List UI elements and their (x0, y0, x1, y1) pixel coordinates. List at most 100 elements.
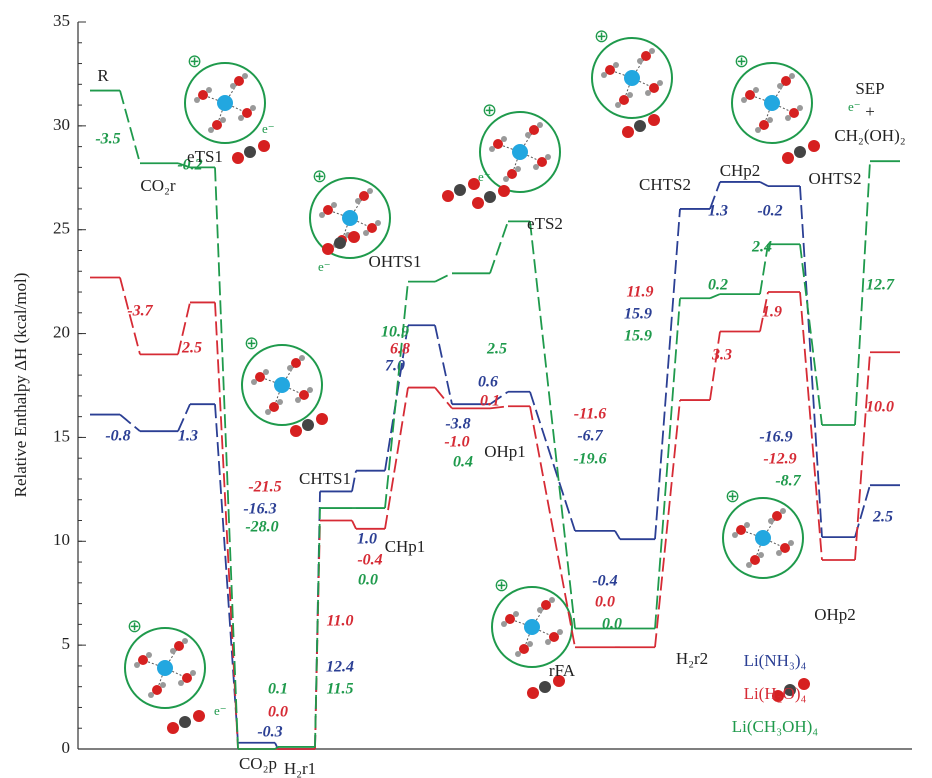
change-label: -3.8 (445, 416, 470, 433)
connector (655, 400, 680, 647)
stage-label: CHTS1 (299, 469, 351, 488)
change-label: 0.2 (708, 277, 728, 294)
h-atom (307, 387, 313, 393)
legend-label: Li(H₂O)₄ (744, 684, 807, 703)
change-label: 2.4 (751, 239, 772, 256)
h-atom (287, 365, 293, 371)
o-atom (442, 190, 454, 202)
h-atom (319, 212, 325, 218)
change-label: 0.0 (358, 572, 378, 589)
o-atom (316, 413, 328, 425)
h-atom (537, 607, 543, 613)
o-atom (167, 722, 179, 734)
change-label: 15.9 (624, 328, 652, 345)
product-annotation: CH₂(OH)₂ (834, 126, 905, 145)
h-atom (375, 220, 381, 226)
h-atom (549, 597, 555, 603)
stage-label: CHp1 (385, 537, 426, 556)
li-atom (755, 530, 771, 546)
stage-label: CHp2 (720, 161, 761, 180)
y-tick-label: 5 (62, 634, 71, 653)
change-label: -0.4 (357, 552, 382, 569)
connector (655, 298, 680, 628)
o-atom (472, 197, 484, 209)
li-atom (157, 660, 173, 676)
h-atom (148, 692, 154, 698)
h-atom (160, 682, 166, 688)
h-atom (190, 670, 196, 676)
change-label: 10.0 (866, 399, 894, 416)
electron-label: e⁻ (848, 99, 861, 114)
change-label: -6.7 (577, 428, 603, 445)
change-label: -16.9 (759, 429, 792, 446)
y-tick-label: 30 (53, 115, 70, 134)
o-atom (258, 140, 270, 152)
h-atom (788, 540, 794, 546)
connector (530, 392, 575, 531)
change-label: 10.9 (381, 324, 409, 341)
o-atom (498, 185, 510, 197)
h-atom (627, 92, 633, 98)
li-atom (764, 95, 780, 111)
stage-label: H₂r1 (284, 759, 316, 778)
stage-label: eTS2 (527, 214, 563, 233)
change-label: -21.5 (248, 479, 281, 496)
y-axis-title: Relative Enthalpy ΔH (kcal/mol) (11, 273, 30, 498)
h-atom (645, 90, 651, 96)
charge-sign: ⊕ (725, 486, 740, 506)
h-atom (768, 518, 774, 524)
li-atom (217, 95, 233, 111)
li-atom (274, 377, 290, 393)
h-atom (251, 379, 257, 385)
change-label: -3.5 (95, 131, 120, 148)
h-atom (637, 58, 643, 64)
change-label: 11.0 (326, 613, 353, 630)
li-atom (624, 70, 640, 86)
electron-label: e⁻ (478, 169, 491, 184)
chart: Relative Enthalpy ΔH (kcal/mol) 05101520… (0, 0, 932, 778)
h-atom (753, 87, 759, 93)
change-label: -0.2 (757, 203, 782, 220)
charge-sign: ⊕ (244, 333, 259, 353)
connector (655, 209, 680, 539)
change-label: 15.9 (624, 306, 652, 323)
charge-sign: ⊕ (594, 26, 609, 46)
h-atom (489, 146, 495, 152)
o-atom (527, 687, 539, 699)
stage-label: eTS1 (187, 147, 223, 166)
y-tick-label: 10 (53, 530, 70, 549)
h-atom (238, 115, 244, 121)
connector (710, 294, 720, 298)
c-atom (634, 120, 646, 132)
h-atom (182, 638, 188, 644)
h-atom (220, 117, 226, 123)
connector (800, 186, 822, 537)
h-atom (613, 62, 619, 68)
o-atom (808, 140, 820, 152)
connector (315, 508, 320, 747)
h-atom (250, 105, 256, 111)
connector (710, 331, 720, 400)
legend-label: Li(CH₃OH)₄ (732, 717, 819, 736)
legend-label: Li(NH₃)₄ (744, 651, 807, 670)
h-atom (789, 73, 795, 79)
connector (530, 221, 575, 628)
c-atom (539, 681, 551, 693)
change-label: 0.6 (478, 374, 498, 391)
h-atom (545, 154, 551, 160)
h-atom (263, 369, 269, 375)
h-atom (208, 127, 214, 133)
change-label: 2.5 (181, 340, 202, 357)
c-atom (484, 191, 496, 203)
electron-label: e⁻ (318, 259, 331, 274)
change-label: -19.6 (573, 451, 606, 468)
h-atom (758, 552, 764, 558)
change-label: -12.9 (763, 451, 796, 468)
c-atom (302, 419, 314, 431)
h-atom (797, 105, 803, 111)
change-label: 11.5 (326, 681, 353, 698)
h-atom (178, 680, 184, 686)
o-atom (322, 243, 334, 255)
o-atom (232, 152, 244, 164)
h-atom (513, 611, 519, 617)
